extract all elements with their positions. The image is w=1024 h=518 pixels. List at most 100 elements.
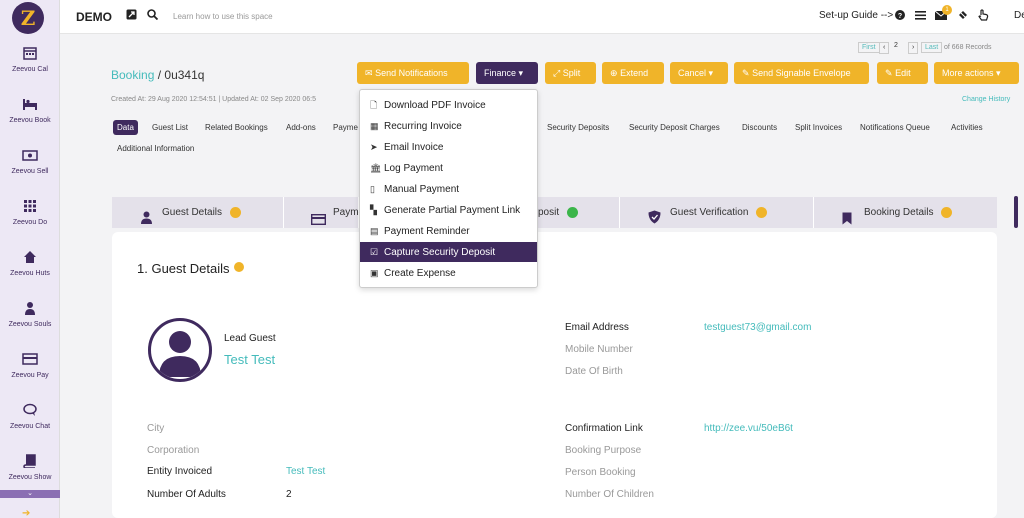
zeevou-logo[interactable]: Z [12, 2, 44, 34]
svg-text:?: ? [898, 13, 902, 20]
extend-label: Extend [620, 68, 649, 78]
breadcrumb-booking[interactable]: Booking [111, 68, 155, 82]
expand-icon: ⤢ [553, 68, 561, 78]
scrollbar[interactable] [1014, 196, 1018, 228]
timestamps: Created At: 29 Aug 2020 12:54:51 | Updat… [111, 96, 316, 103]
user-menu[interactable]: De [1014, 10, 1024, 21]
sidebar-item-label: Zeevou Souls [8, 321, 52, 328]
tab-additional-information[interactable]: Additional Information [117, 144, 195, 153]
sidebar-item-huts[interactable]: Zeevou Huts [0, 250, 60, 277]
menu-item-payment-reminder[interactable]: ▤ Payment Reminder [360, 221, 537, 241]
help-icon[interactable]: ? [895, 9, 905, 23]
finance-button[interactable]: Finance ▾ [476, 62, 538, 84]
step-label: Guest Details [162, 207, 223, 218]
step-guest-verification[interactable]: Guest Verification [620, 197, 814, 228]
tab-discounts[interactable]: Discounts [742, 123, 778, 132]
menu-item-email-invoice[interactable]: ➤ Email Invoice [360, 137, 537, 157]
notification-badge: 1 [942, 5, 952, 15]
menu-item-label: Recurring Invoice [384, 121, 462, 132]
caret-down-icon: ▾ [996, 68, 1001, 78]
menu-item-label: Email Invoice [384, 142, 444, 153]
pager-first[interactable]: First [858, 42, 880, 53]
menu-item-log-payment[interactable]: 🏛 Log Payment [360, 158, 537, 178]
tab-payments[interactable]: Payme [333, 123, 358, 132]
pager-last[interactable]: Last [921, 42, 943, 53]
lead-guest-name[interactable]: Test Test [224, 352, 276, 367]
sidebar-item-chat[interactable]: Zeevou Chat [0, 403, 60, 430]
step-payment[interactable]: Payme [284, 197, 364, 228]
menu-item-capture-security-deposit[interactable]: ☑ Capture Security Deposit [360, 242, 537, 262]
step-label: Guest Verification [670, 207, 749, 218]
tab-addons[interactable]: Add-ons [286, 123, 316, 132]
sidebar-item-do[interactable]: Zeevou Do [0, 199, 60, 226]
send-notifications-button[interactable]: ✉ Send Notifications [357, 62, 469, 84]
menu-icon[interactable] [915, 9, 926, 23]
sidebar-item-souls[interactable]: Zeevou Souls [0, 301, 60, 328]
tab-notifications-queue[interactable]: Notifications Queue [860, 123, 930, 132]
split-button[interactable]: ⤢ Split [545, 62, 596, 84]
brand-name: DEMO [76, 10, 112, 24]
change-history-link[interactable]: Change History [962, 96, 1011, 103]
search-icon[interactable] [147, 9, 159, 23]
ticket-icon[interactable] [957, 9, 969, 24]
edit-button[interactable]: ✎ Edit [877, 62, 928, 84]
pending-icon [756, 206, 768, 218]
credit-card-icon [310, 207, 327, 238]
sidebar-item-label: Zeevou Chat [9, 423, 51, 430]
money-icon: ▣ [370, 268, 379, 278]
sidebar-item-show[interactable]: Zeevou Show [0, 454, 60, 481]
menu-item-label: Manual Payment [384, 184, 460, 195]
learn-link[interactable]: Learn how to use this space [173, 12, 273, 21]
menu-item-recurring-invoice[interactable]: ▦ Recurring Invoice [360, 116, 537, 136]
cancel-button[interactable]: Cancel ▾ [670, 62, 728, 84]
menu-item-manual-payment[interactable]: ▯ Manual Payment [360, 179, 537, 199]
caret-down-icon: ▾ [708, 68, 714, 78]
sidebar-item-label: Zeevou Cal [12, 66, 48, 73]
more-actions-button[interactable]: More actions ▾ [934, 62, 1019, 84]
tab-guest-list[interactable]: Guest List [152, 123, 189, 132]
menu-item-label: Generate Partial Payment Link [384, 205, 521, 216]
bed-icon [22, 97, 38, 111]
sidebar-item-pay[interactable]: Zeevou Pay [0, 352, 60, 379]
chevron-right-icon[interactable]: › [908, 42, 919, 54]
sidebar-item-sell[interactable]: Zeevou Sell [0, 148, 60, 175]
step-guest-details[interactable]: Guest Details [112, 197, 284, 228]
tab-activities[interactable]: Activities [951, 123, 983, 132]
tab-data[interactable]: Data [113, 120, 138, 135]
tab-security-deposit-charges[interactable]: Security Deposit Charges [629, 123, 720, 132]
menu-item-download-pdf-invoice[interactable]: 🗋 Download PDF Invoice [360, 95, 537, 115]
external-link-icon[interactable] [126, 9, 137, 23]
children-label: Number Of Children [565, 489, 654, 500]
menu-item-create-expense[interactable]: ▣ Create Expense [360, 263, 537, 283]
step-deposit[interactable]: posit [538, 197, 620, 228]
confirmation-link-value[interactable]: http://zee.vu/50eB6t [704, 423, 793, 434]
sidebar-item-book[interactable]: Zeevou Book [0, 97, 60, 124]
email-label: Email Address [565, 322, 629, 333]
plus-circle-icon: ⊕ [610, 68, 618, 78]
send-signable-envelope-button[interactable]: ✎ Send Signable Envelope [734, 62, 869, 84]
sidebar-item-cal[interactable]: Zeevou Cal [0, 46, 60, 73]
setup-guide-link[interactable]: Set-up Guide --> [819, 10, 894, 21]
entity-invoiced-value[interactable]: Test Test [286, 466, 326, 477]
chevron-down-icon[interactable]: ⌄ [0, 490, 60, 498]
sidebar-item-label: Zeevou Do [12, 219, 48, 226]
pending-icon [941, 206, 953, 218]
chevron-left-icon[interactable]: ‹ [879, 42, 890, 54]
envelope-icon: ✉ [365, 68, 373, 78]
split-label: Split [562, 68, 581, 78]
step-label: Payme [333, 207, 365, 218]
arrow-right-icon[interactable]: ➔ [22, 508, 31, 518]
step-booking-details[interactable]: Booking Details [814, 197, 997, 228]
menu-item-generate-partial-payment-link[interactable]: ▚ Generate Partial Payment Link [360, 200, 537, 220]
sidebar-item-label: Zeevou Sell [11, 168, 49, 175]
tab-related-bookings[interactable]: Related Bookings [205, 123, 268, 132]
edit-icon: ✎ [885, 68, 893, 78]
tab-split-invoices[interactable]: Split Invoices [795, 123, 843, 132]
menu-item-label: Download PDF Invoice [384, 100, 486, 111]
grid-icon [22, 199, 38, 213]
email-value[interactable]: testguest73@gmail.com [704, 322, 812, 333]
avatar [148, 318, 212, 382]
extend-button[interactable]: ⊕ Extend [602, 62, 664, 84]
tab-security-deposits[interactable]: Security Deposits [547, 123, 610, 132]
hand-pointer-icon[interactable] [978, 9, 989, 24]
